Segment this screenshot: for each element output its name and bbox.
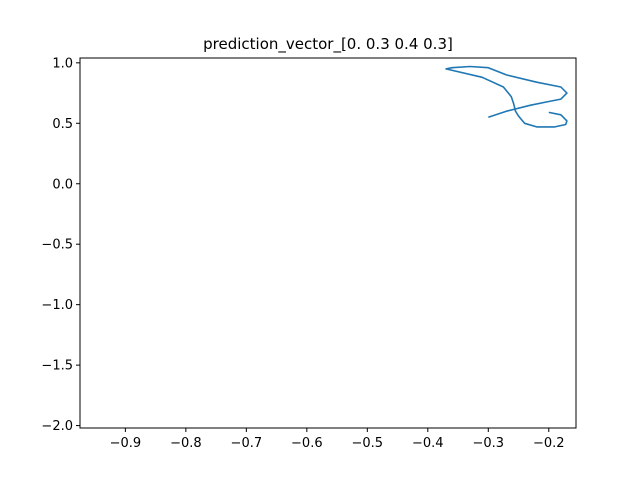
x-tick-label: −0.4 [412,436,444,451]
x-tick-label: −0.9 [110,436,142,451]
y-axis: −2.0 −1.5 −1.0 −0.5 0.0 0.5 1.0 [41,56,80,434]
y-tick-label: −2.0 [41,419,73,434]
x-tick-label: −0.7 [231,436,263,451]
x-tick-label: −0.2 [533,436,565,451]
y-tick-label: −1.0 [41,298,73,313]
y-tick-label: −0.5 [41,238,73,253]
x-axis: −0.9 −0.8 −0.7 −0.6 −0.5 −0.4 −0.3 −0.2 [110,428,565,451]
y-tick-label: −1.5 [41,359,73,374]
y-tick-label: 1.0 [52,56,73,71]
series-line [445,65,568,128]
x-tick-label: −0.3 [473,436,505,451]
x-tick-label: −0.6 [291,436,323,451]
y-tick-label: 0.0 [52,177,73,192]
series-layer [445,65,568,128]
x-tick-label: −0.8 [170,436,202,451]
y-tick-label: 0.5 [52,117,73,132]
chart-title: prediction_vector_[0. 0.3 0.4 0.3] [203,35,453,54]
plot-frame [79,57,577,429]
x-tick-label: −0.5 [352,436,384,451]
